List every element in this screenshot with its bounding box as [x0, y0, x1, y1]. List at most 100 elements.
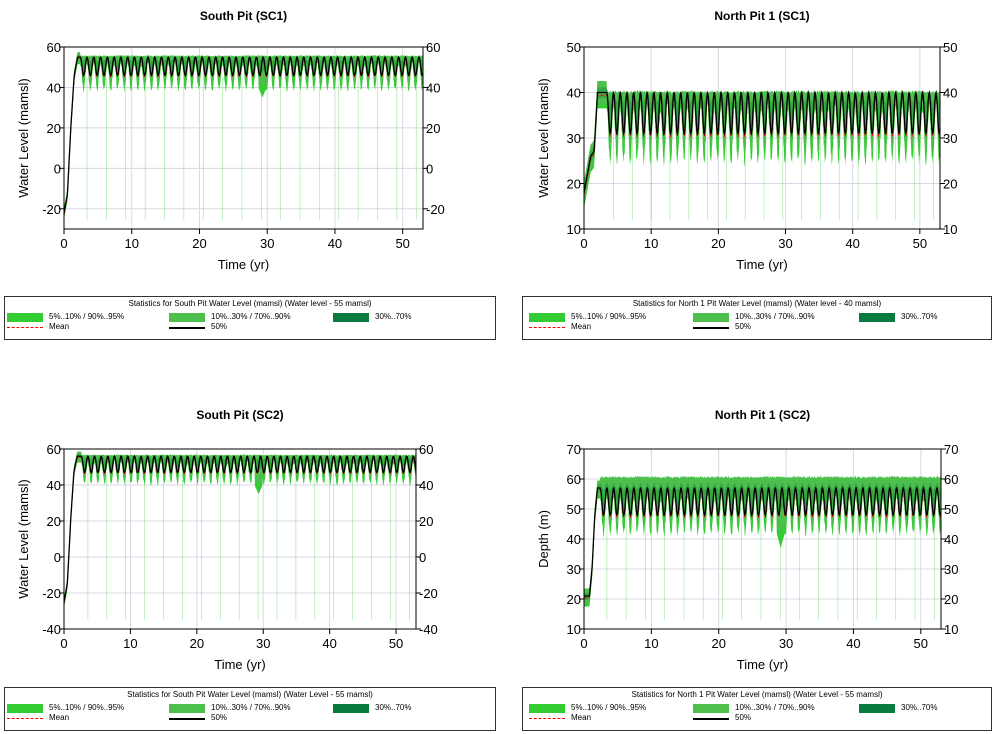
legend-label: 30%..70%	[375, 703, 412, 712]
legend-label: 10%..30% / 70%..90%	[735, 312, 815, 321]
legend-title: Statistics for South Pit Water Level (ma…	[128, 299, 372, 308]
y-tick-label-right: 70	[944, 442, 958, 457]
x-axis-label: Time (yr)	[218, 257, 270, 272]
legend-label: 10%..30% / 70%..90%	[211, 312, 291, 321]
legend-title: Statistics for North 1 Pit Water Level (…	[631, 690, 883, 699]
series-line-50	[584, 486, 942, 597]
chart-svg: South Pit (SC2) 0 10 20 30 40 50 -40 -40 -20 -20 0 0…	[16, 408, 438, 672]
x-tick-label: 30	[778, 236, 792, 251]
legend-label: 50%	[735, 713, 752, 722]
x-tick-label: 50	[913, 236, 927, 251]
x-tick-label: 10	[644, 636, 658, 651]
legend-swatch-middle	[693, 313, 729, 322]
legend-line-mean	[529, 327, 565, 328]
chart-title: North Pit 1 (SC2)	[715, 408, 810, 422]
legend-label: Mean	[49, 713, 70, 722]
y-tick-label: 60	[47, 442, 61, 457]
x-tick-label: 20	[192, 236, 206, 251]
y-tick-label: 20	[567, 177, 581, 192]
band-30-70	[584, 482, 941, 600]
legend-label: 5%..10% / 90%..95%	[571, 312, 647, 321]
legend-swatch-outer	[529, 313, 565, 322]
legend-swatch-inner	[859, 704, 895, 713]
legend-label: 50%	[211, 713, 228, 722]
chart-legend: Statistics for North 1 Pit Water Level (…	[522, 687, 992, 731]
y-tick-label: 40	[567, 532, 581, 547]
legend-line-median	[693, 327, 729, 329]
legend-swatch-middle	[169, 313, 205, 322]
legend-swatch-middle	[693, 704, 729, 713]
y-tick-label-right: 30	[943, 131, 957, 146]
legend-swatch-inner	[333, 704, 369, 713]
series-line-50	[63, 454, 417, 603]
legend-line-median	[169, 327, 205, 329]
legend-swatch-outer	[7, 313, 43, 322]
y-tick-label-right: 40	[943, 86, 957, 101]
legend-title: Statistics for South Pit Water Level (ma…	[127, 690, 373, 699]
x-axis-label: Time (yr)	[214, 657, 266, 672]
legend-line-mean	[7, 718, 43, 719]
y-tick-label-right: 0	[419, 550, 426, 565]
y-tick-label: -20	[42, 202, 61, 217]
plot-frame	[63, 448, 417, 630]
x-tick-label: 50	[395, 236, 409, 251]
y-axis-label: Water Level (mamsl)	[16, 78, 31, 197]
y-axis-label: Water Level (mamsl)	[536, 78, 551, 197]
legend-swatch-outer	[529, 704, 565, 713]
legend-label: Mean	[49, 322, 70, 331]
legend-label: 5%..10% / 90%..95%	[49, 703, 125, 712]
legend-label: 50%	[211, 322, 228, 331]
y-axis-label: Depth (m)	[536, 510, 551, 568]
chart-panel-3: North Pit 1 (SC2) 0 10 20 30 40 50 10 10 20 20 30 30…	[500, 367, 999, 734]
chart-legend: Statistics for South Pit Water Level (ma…	[4, 687, 496, 731]
x-tick-label: 0	[60, 236, 67, 251]
y-tick-label-right: 40	[419, 478, 433, 493]
x-tick-label: 30	[779, 636, 793, 651]
legend-title: Statistics for North 1 Pit Water Level (…	[632, 299, 882, 308]
legend-swatch-inner	[859, 313, 895, 322]
series-line-50	[583, 90, 941, 193]
legend-label: 5%..10% / 90%..95%	[571, 703, 647, 712]
x-tick-label: 40	[846, 636, 860, 651]
legend-line-median	[693, 718, 729, 720]
y-tick-label: -20	[42, 586, 61, 601]
x-tick-label: 40	[328, 236, 342, 251]
legend-label: 30%..70%	[901, 312, 938, 321]
x-axis-label: Time (yr)	[737, 657, 789, 672]
y-tick-label: 30	[567, 562, 581, 577]
y-tick-label: 40	[567, 86, 581, 101]
chart-legend: Statistics for North 1 Pit Water Level (…	[522, 296, 992, 340]
y-tick-label: 10	[567, 622, 581, 637]
x-tick-label: 50	[389, 636, 403, 651]
x-tick-label: 30	[256, 636, 270, 651]
x-axis-label: Time (yr)	[736, 257, 788, 272]
x-tick-label: 30	[260, 236, 274, 251]
x-tick-label: 0	[60, 636, 67, 651]
y-tick-label-right: 60	[419, 442, 433, 457]
legend-line-mean	[7, 327, 43, 328]
legend-label: 30%..70%	[375, 312, 412, 321]
x-tick-label: 0	[580, 636, 587, 651]
x-tick-label: 40	[845, 236, 859, 251]
y-tick-label: 40	[47, 80, 61, 95]
y-tick-label-right: -20	[426, 202, 445, 217]
y-tick-label-right: 50	[944, 502, 958, 517]
legend-label: 5%..10% / 90%..95%	[49, 312, 125, 321]
chart-panel-2: South Pit (SC2) 0 10 20 30 40 50 -40 -40 -20 -20 0 0…	[0, 367, 500, 734]
y-axis-label: Water Level (mamsl)	[16, 479, 31, 598]
y-tick-label-right: 40	[426, 80, 440, 95]
x-tick-label: 50	[914, 636, 928, 651]
chart-title: South Pit (SC1)	[200, 9, 287, 23]
y-tick-label: 10	[567, 222, 581, 237]
y-tick-label-right: 10	[943, 222, 957, 237]
y-tick-label-right: 20	[419, 514, 433, 529]
legend-label: 10%..30% / 70%..90%	[211, 703, 291, 712]
y-tick-label-right: 30	[944, 562, 958, 577]
chart-title: North Pit 1 (SC1)	[714, 9, 809, 23]
y-tick-label-right: 60	[944, 472, 958, 487]
series-line-50	[63, 55, 424, 213]
y-tick-label: 60	[567, 472, 581, 487]
y-tick-label-right: 0	[426, 161, 433, 176]
y-tick-label-right: 20	[944, 592, 958, 607]
